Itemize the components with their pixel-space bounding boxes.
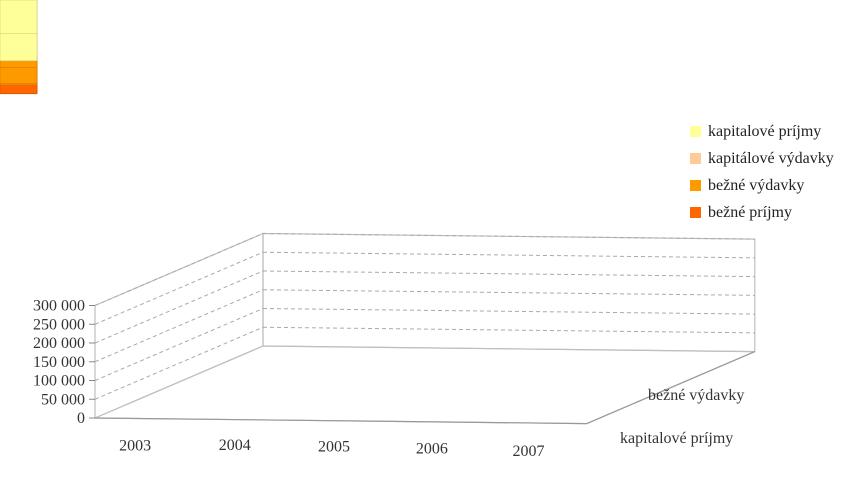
gridline [262,251,755,259]
legend-item: kapitalové príjmy [690,118,834,145]
gridline [262,289,755,296]
depth-axis-line [586,351,756,425]
legend-label: kapitalové príjmy [708,122,822,140]
y-tick-label: 200 000 [33,335,85,352]
y-tick-label: 0 [77,410,85,427]
depth-axis-labels: bežné výdavky kapitalové príjmy [586,351,756,447]
gridline [262,326,755,334]
y-tick-label: 50 000 [41,391,85,408]
gridline [94,308,264,381]
bar [0,0,38,35]
x-tick-label: 2005 [318,438,350,455]
legend-item: bežné výdavky [690,172,834,199]
x-tick-label: 2006 [416,440,448,457]
y-tick-label: 100 000 [33,373,85,390]
depth-tick-label: kapitalové príjmy [620,430,733,447]
legend-swatch [690,180,701,191]
x-tick-label: 2004 [219,437,251,454]
legend-label: bežné výdavky [708,176,805,194]
bar-marks [0,0,38,95]
bar-front [0,0,38,35]
legend-label: kapitálové výdavky [708,149,834,167]
y-tick-label: 150 000 [33,354,85,371]
gridline [94,289,264,363]
gridline [94,326,264,400]
legend-item: kapitálové výdavky [690,145,834,172]
y-tick-label: 250 000 [33,316,85,333]
y-tick-label: 300 000 [33,298,85,315]
legend-swatch [690,207,701,218]
floor [94,345,756,425]
legend-swatch [690,126,701,137]
x-tick-label: 2007 [513,443,545,460]
gridline [94,251,264,325]
gridline [94,270,264,344]
depth-tick-label: bežné výdavky [648,387,744,404]
gridline [262,233,755,240]
legend-swatch [690,153,701,164]
gridline [262,308,755,315]
x-axis-labels: 2003 2004 2005 2006 2007 [94,417,587,460]
legend-label: bežné príjmy [708,203,792,221]
gridline [262,270,755,278]
x-axis-line [94,417,587,425]
legend: kapitalové príjmy kapitálové výdavky bež… [690,118,834,226]
legend-item: bežné príjmy [690,199,834,226]
gridline [94,233,264,306]
x-tick-label: 2003 [119,438,151,455]
